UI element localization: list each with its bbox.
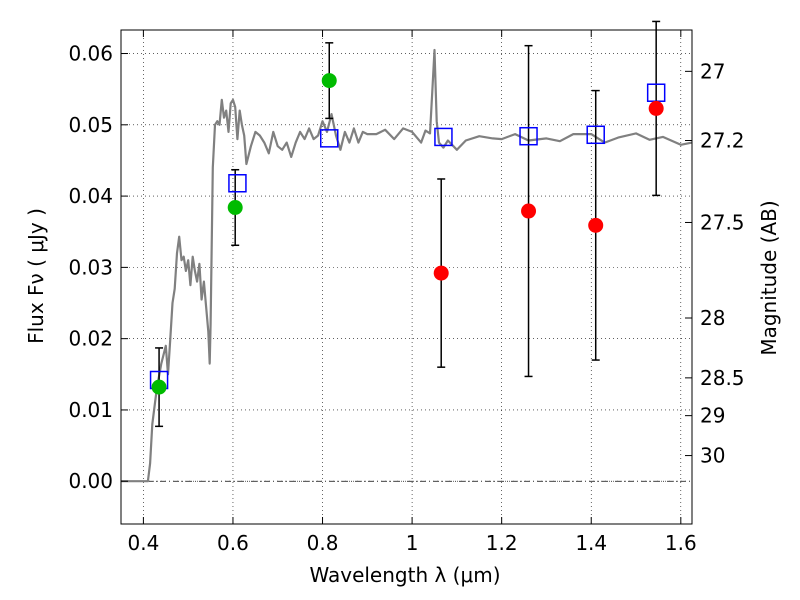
upper-limit-point xyxy=(433,265,449,281)
y-tick-label: 0.05 xyxy=(68,113,113,137)
y-tick-label: 0.00 xyxy=(68,469,113,493)
detection-point xyxy=(321,73,337,89)
x-tick-label: 1 xyxy=(406,531,419,555)
detection-point xyxy=(227,199,243,215)
y-tick-label: 0.02 xyxy=(68,327,113,351)
x-tick-label: 0.4 xyxy=(127,531,159,555)
x-tick-label: 1.4 xyxy=(575,531,607,555)
plot-frame xyxy=(120,29,693,525)
y2-axis-label: Magnitude (AB) xyxy=(757,200,781,355)
y2-tick-label: 28.5 xyxy=(700,366,745,390)
x-tick-label: 0.8 xyxy=(307,531,339,555)
model-photometry-square xyxy=(319,129,339,148)
x-axis-label: Wavelength λ (μm) xyxy=(309,563,500,587)
axis-ticks xyxy=(121,30,692,524)
error-bars xyxy=(155,20,661,428)
model-photometry-square xyxy=(434,127,453,147)
y-axis-tick-labels: 0.00 0.01 0.02 0.03 0.04 0.05 0.06 xyxy=(68,42,113,494)
model-photometry-square xyxy=(586,125,605,145)
y2-axis-tick-labels: 27 27.2 27.5 28 28.5 29 30 xyxy=(700,59,745,467)
model-photometry-square xyxy=(228,174,247,193)
y2-tick-label: 28 xyxy=(700,306,725,330)
grid-lines xyxy=(121,30,692,524)
x-tick-label: 1.6 xyxy=(665,531,697,555)
y-tick-label: 0.03 xyxy=(68,255,113,279)
y-tick-label: 0.01 xyxy=(68,398,113,422)
y2-tick-label: 30 xyxy=(700,444,725,468)
model-sed-line xyxy=(121,48,693,483)
upper-limit-point xyxy=(521,203,537,219)
y-tick-label: 0.06 xyxy=(68,42,113,66)
y2-tick-label: 27 xyxy=(700,59,725,83)
model-photometry-square xyxy=(519,126,538,146)
y2-tick-label: 29 xyxy=(700,404,725,428)
x-tick-label: 0.6 xyxy=(217,531,249,555)
detection-point xyxy=(151,379,167,395)
observed-photometry-markers xyxy=(151,73,664,395)
y2-tick-label: 27.2 xyxy=(700,128,745,152)
x-tick-label: 1.2 xyxy=(486,531,518,555)
x-axis-tick-labels: 0.4 0.6 0.8 1 1.2 1.4 1.6 xyxy=(127,531,696,555)
y-tick-label: 0.04 xyxy=(68,184,113,208)
y-axis-label: Flux Fν ( μJy ) xyxy=(24,208,48,344)
model-sed-layer xyxy=(121,48,693,483)
upper-limit-point xyxy=(588,217,604,233)
upper-limit-point xyxy=(648,100,664,116)
y2-tick-label: 27.5 xyxy=(700,210,745,234)
